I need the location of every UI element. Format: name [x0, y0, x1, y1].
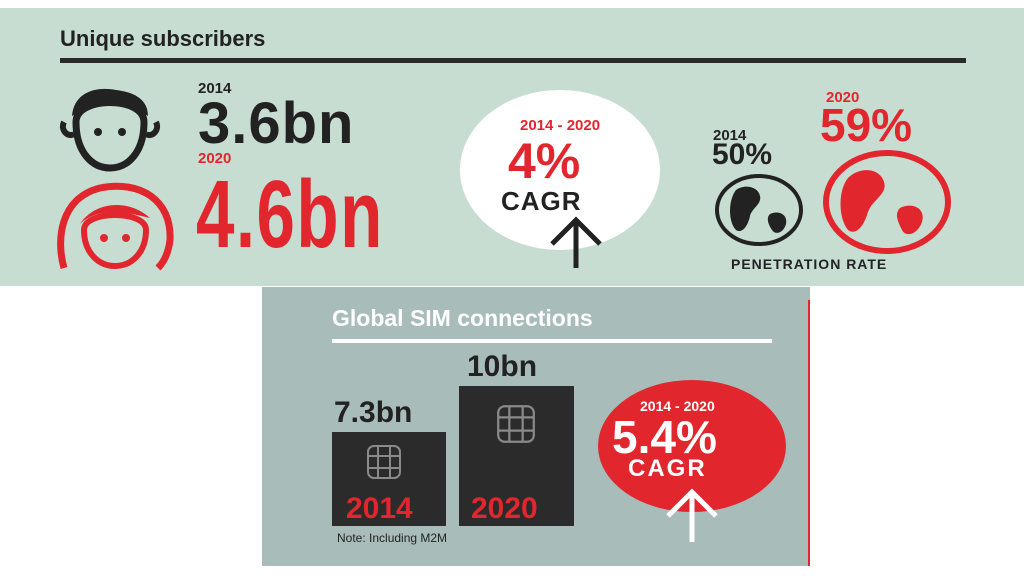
sim-title-divider: [332, 339, 772, 343]
sim-up-arrow-icon: [666, 488, 718, 542]
globe-2020-icon: [823, 150, 951, 254]
sim-title: Global SIM connections: [332, 305, 593, 331]
subscribers-cagr-circle: [460, 90, 660, 250]
subscribers-title: Unique subscribers: [60, 26, 266, 51]
sim-note: Note: Including M2M: [337, 531, 448, 545]
female-face-icon: [57, 182, 174, 271]
pen-year-2014: 2014: [713, 127, 747, 144]
year-2014-label: 2014: [198, 80, 232, 97]
sim-cagr-period: 2014 - 2020: [640, 398, 715, 414]
sim-2020-bar: [459, 386, 574, 526]
pen-value-2020: 59%: [820, 99, 913, 151]
subscribers-cagr-value: 4%: [508, 133, 581, 189]
sim-panel-edge: [808, 300, 810, 566]
sim-cagr-label: CAGR: [628, 455, 707, 482]
up-arrow-icon: [550, 216, 602, 268]
penetration-rate-label: PENETRATION RATE: [731, 256, 888, 272]
pen-year-2020: 2020: [826, 89, 860, 106]
subscribers-2020-value: 4.6bn: [196, 161, 384, 268]
subscribers-cagr-period: 2014 - 2020: [520, 117, 601, 134]
title-divider: [60, 58, 966, 63]
pen-value-2014: 50%: [712, 138, 773, 171]
sim-2020-value: 10bn: [467, 350, 538, 383]
sim-2020-year: 2020: [471, 492, 538, 525]
sim-cagr-value: 5.4%: [612, 411, 717, 463]
sim-2014-year: 2014: [346, 492, 413, 525]
male-face-icon: [60, 88, 160, 172]
subscribers-2014-value: 3.6bn: [198, 91, 355, 156]
sim-chip-2020-icon: [497, 405, 535, 443]
sim-2014-value: 7.3bn: [334, 396, 413, 429]
subscribers-cagr-label: CAGR: [501, 186, 582, 216]
sim-chip-2014-icon: [367, 445, 401, 479]
year-2020-label: 2020: [198, 150, 232, 167]
globe-2014-icon: [715, 174, 803, 246]
